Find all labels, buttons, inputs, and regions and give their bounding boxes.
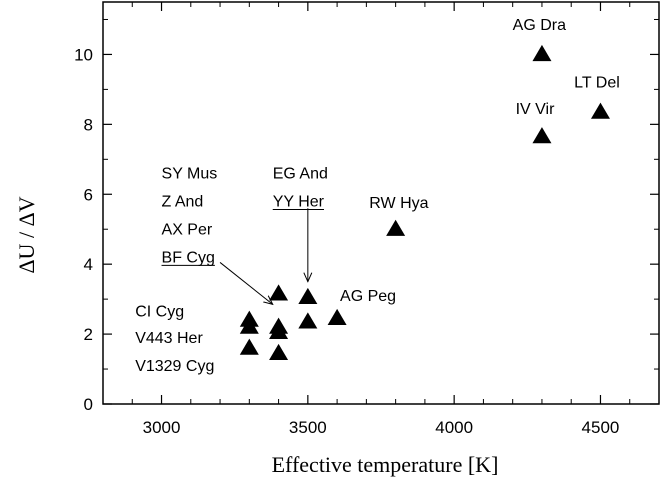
y-tick-label: 6: [84, 185, 93, 204]
annotation-ax-per: AX Per: [162, 221, 213, 238]
annotation-z-and: Z And: [162, 193, 204, 210]
annotation-iv-vir: IV Vir: [516, 101, 556, 118]
x-tick-label: 3000: [143, 418, 181, 437]
annotation-yy-her: YY Her: [273, 193, 325, 210]
annotation-eg-and: EG And: [273, 166, 328, 183]
axis-ticks: 3000 3500 4000 4500 0 2 4 6 8 10: [74, 2, 659, 437]
data-point: [532, 44, 552, 62]
annotation-lt-del: LT Del: [574, 75, 620, 92]
annotation-rw-hya: RW Hya: [369, 195, 428, 212]
x-tick-label: 4500: [582, 418, 620, 437]
x-tick-label: 3500: [289, 418, 327, 437]
annotation-ci-cyg: CI Cyg: [135, 304, 184, 321]
y-tick-label: 8: [84, 115, 93, 134]
point-annotations: AG Dra LT Del IV Vir RW Hya AG Peg SY Mus Z An…: [135, 17, 620, 375]
data-point: [386, 219, 406, 236]
x-tick-label: 4000: [435, 418, 473, 437]
data-point: [239, 338, 259, 355]
data-point: [239, 317, 259, 334]
plot-frame: [102, 1, 660, 405]
bf-cyg-arrow: [219, 262, 273, 304]
y-tick-label: 2: [84, 325, 93, 344]
annotation-bf-cyg: BF Cyg: [162, 249, 215, 266]
data-point: [590, 102, 610, 119]
data-point: [532, 127, 552, 144]
y-tick-label: 0: [84, 395, 93, 414]
y-axis-title: ΔU / ΔV: [14, 196, 39, 273]
data-point: [269, 343, 289, 360]
y-tick-label: 10: [74, 45, 93, 64]
data-point: [327, 308, 347, 326]
data-point: [298, 287, 318, 305]
annotation-v1329-cyg: V1329 Cyg: [135, 358, 214, 375]
plot-axes: [102, 1, 660, 405]
data-point: [269, 322, 289, 339]
annotation-ag-peg: AG Peg: [340, 288, 396, 305]
data-point: [269, 284, 289, 301]
y-tick-label: 4: [84, 255, 93, 274]
data-point: [298, 312, 318, 329]
annotation-ag-dra: AG Dra: [513, 17, 566, 34]
annotation-sy-mus: SY Mus: [162, 166, 218, 183]
data-points: [239, 44, 610, 360]
annotation-arrows: [219, 208, 308, 304]
x-axis-title: Effective temperature [K]: [272, 452, 499, 477]
annotation-v443-her: V443 Her: [135, 330, 203, 347]
